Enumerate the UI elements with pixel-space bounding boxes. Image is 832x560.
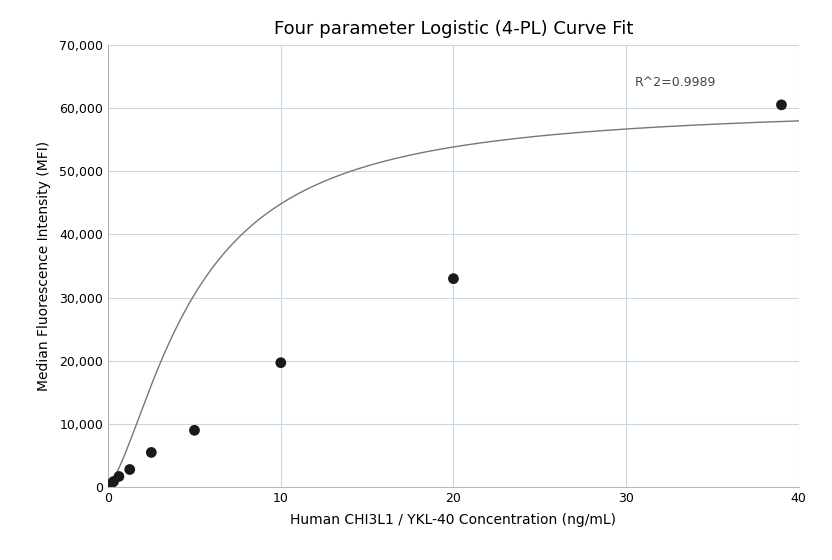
Point <box>123 465 136 474</box>
Point <box>447 274 460 283</box>
X-axis label: Human CHI3L1 / YKL-40 Concentration (ng/mL): Human CHI3L1 / YKL-40 Concentration (ng/… <box>290 514 617 528</box>
Title: Four parameter Logistic (4-PL) Curve Fit: Four parameter Logistic (4-PL) Curve Fit <box>274 20 633 38</box>
Point <box>275 358 288 367</box>
Point <box>775 100 788 109</box>
Point <box>145 448 158 457</box>
Point <box>104 479 117 488</box>
Point <box>106 477 120 486</box>
Text: R^2=0.9989: R^2=0.9989 <box>635 76 716 89</box>
Point <box>112 472 126 481</box>
Y-axis label: Median Fluorescence Intensity (MFI): Median Fluorescence Intensity (MFI) <box>37 141 51 391</box>
Point <box>188 426 201 435</box>
